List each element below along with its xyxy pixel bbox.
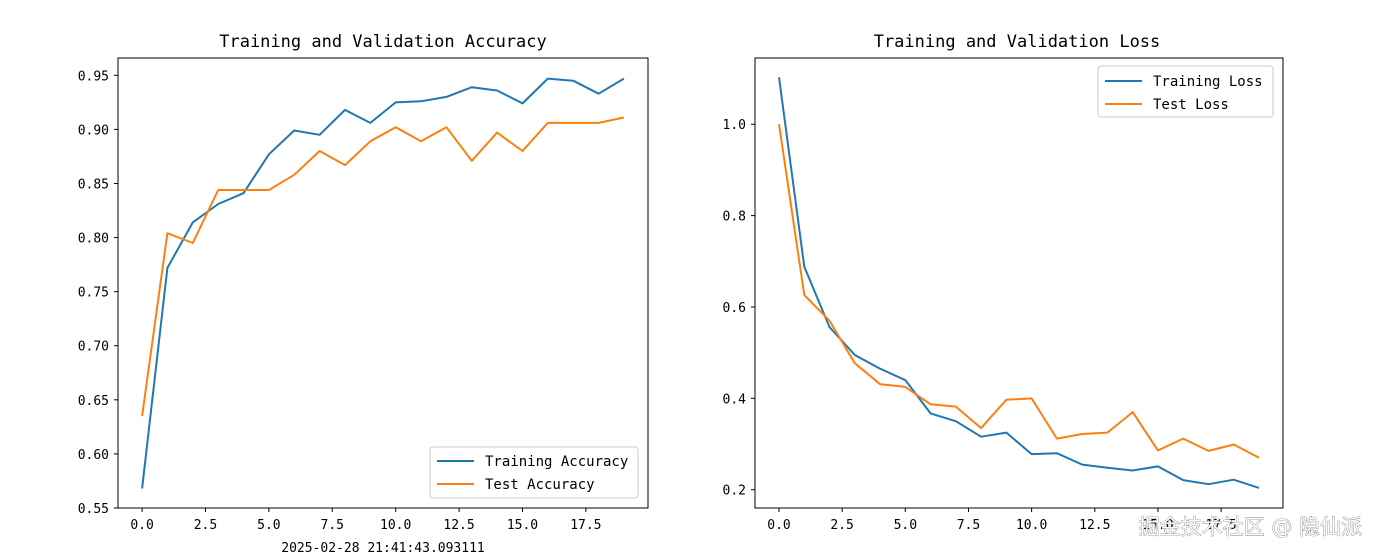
accuracy-y-tick-label: 0.60 — [78, 448, 109, 463]
accuracy-x-tick-label: 17.5 — [570, 518, 601, 533]
loss-x-tick-label: 12.5 — [1079, 518, 1110, 533]
accuracy-y-tick-label: 0.75 — [78, 286, 109, 301]
loss-legend: Training Loss Test Loss — [1097, 65, 1274, 118]
accuracy-chart-title: Training and Validation Accuracy — [219, 32, 547, 52]
accuracy-x-tick-label: 0.0 — [130, 518, 153, 533]
loss-plot-frame — [754, 57, 1284, 509]
accuracy-legend-label-training: Training Accuracy — [485, 454, 628, 470]
loss-chart-title: Training and Validation Loss — [874, 32, 1161, 52]
accuracy-legend-box — [429, 446, 639, 499]
loss-x-tick-label: 15.0 — [1142, 518, 1173, 533]
accuracy-y-tick-label: 0.70 — [78, 340, 109, 355]
accuracy-series-line-training-accuracy — [141, 77, 625, 489]
loss-subplot: Training and Validation Loss 0.0 2.5 5.0 7.… — [723, 32, 1284, 533]
accuracy-x-tick-label: 15.0 — [507, 518, 538, 533]
accuracy-x-tick-label: 7.5 — [321, 518, 344, 533]
accuracy-y-tick-label: 0.85 — [78, 177, 109, 192]
loss-y-tick-label: 0.8 — [723, 210, 746, 225]
accuracy-series-line-test-accuracy — [141, 116, 625, 417]
accuracy-y-tick-label: 0.95 — [78, 69, 109, 84]
loss-legend-label-test: Test Loss — [1153, 97, 1229, 113]
accuracy-y-tick-label: 0.80 — [78, 232, 109, 247]
loss-x-tick-label: 7.5 — [957, 518, 980, 533]
loss-x-tick-label: 17.5 — [1205, 518, 1236, 533]
loss-x-tick-label: 5.0 — [894, 518, 917, 533]
loss-axis-ticks: 0.0 2.5 5.0 7.5 10.0 12.5 15.0 17.5 0.2 0.4 0.6 0.8… — [723, 118, 1237, 533]
accuracy-y-tick-label: 0.90 — [78, 123, 109, 138]
loss-series-line-training-loss — [778, 77, 1260, 489]
loss-x-tick-label: 2.5 — [830, 518, 853, 533]
loss-y-tick-label: 1.0 — [723, 118, 746, 133]
accuracy-x-tick-label: 5.0 — [257, 518, 280, 533]
loss-legend-label-training: Training Loss — [1153, 74, 1263, 90]
timestamp-label: 2025-02-28 21:41:43.093111 — [281, 541, 485, 556]
loss-y-tick-label: 0.6 — [723, 301, 746, 316]
accuracy-x-tick-label: 2.5 — [194, 518, 217, 533]
accuracy-axis-ticks: 0.0 2.5 5.0 7.5 10.0 12.5 15.0 17.5 0.55 0.60 0.65… — [78, 69, 602, 533]
accuracy-y-tick-label: 0.65 — [78, 394, 109, 409]
accuracy-series-lines — [141, 77, 625, 489]
accuracy-legend: Training Accuracy Test Accuracy — [429, 446, 639, 499]
accuracy-plot-frame — [117, 57, 649, 509]
loss-x-tick-label: 10.0 — [1016, 518, 1047, 533]
accuracy-y-tick-label: 0.55 — [78, 502, 109, 517]
loss-y-tick-label: 0.2 — [723, 484, 746, 499]
loss-x-tick-label: 0.0 — [767, 518, 790, 533]
loss-y-tick-label: 0.4 — [723, 392, 747, 407]
loss-series-line-test-loss — [778, 124, 1260, 459]
accuracy-x-tick-label: 12.5 — [443, 518, 474, 533]
accuracy-x-tick-label: 10.0 — [380, 518, 411, 533]
watermark-text: 掘金技术社区 @ 隐仙派 — [1139, 515, 1362, 539]
loss-series-lines — [778, 77, 1260, 489]
accuracy-subplot: Training and Validation Accuracy 0.0 2.5 5… — [78, 32, 649, 533]
accuracy-legend-label-test: Test Accuracy — [485, 477, 595, 493]
